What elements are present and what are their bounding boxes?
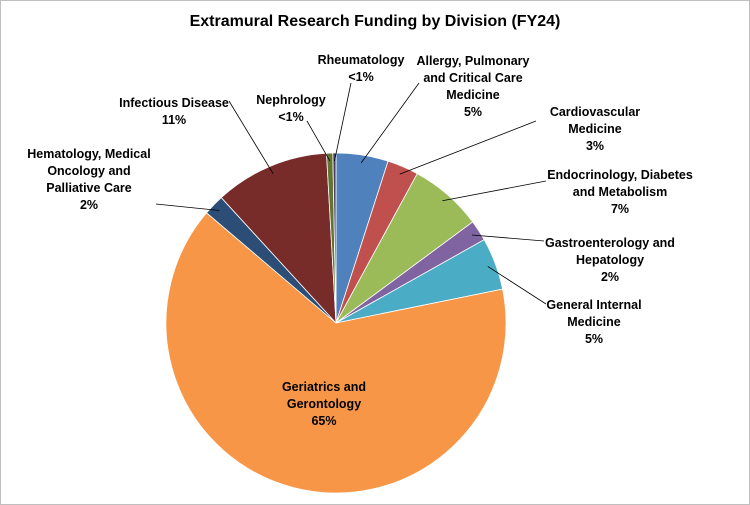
leader-line [334, 82, 352, 162]
value-label: 2% [79, 198, 99, 212]
value-label: 11% [161, 113, 187, 127]
category-label: Endocrinology, Diabetes and Metabolism [547, 168, 693, 199]
category-label: Infectious Disease [119, 96, 229, 110]
leader-line [471, 234, 545, 242]
leader-line [228, 100, 274, 174]
category-label: Nephrology [256, 93, 326, 107]
data-label: Cardiovascular Medicine 3% [540, 104, 650, 155]
pie-slice [165, 212, 507, 494]
leader-line [155, 203, 220, 211]
category-label: Rheumatology [317, 53, 405, 67]
value-label: <1% [348, 70, 374, 84]
category-label: Gastroenterology and Hepatology [545, 236, 675, 267]
data-label: Endocrinology, Diabetes and Metabolism 7% [538, 167, 703, 218]
chart-title: Extramural Research Funding by Division … [189, 13, 561, 30]
data-label: General Internal Medicine 5% [537, 297, 652, 348]
category-label: Geriatrics and Gerontology [281, 380, 367, 411]
data-label: Rheumatology <1% [311, 52, 411, 86]
value-label: 3% [585, 139, 605, 153]
leader-line [306, 120, 331, 162]
value-label: <1% [278, 110, 304, 124]
data-label: Gastroenterology and Hepatology 2% [535, 235, 685, 286]
value-label: 65% [311, 414, 337, 428]
data-label: Nephrology <1% [246, 92, 336, 126]
leader-line [360, 82, 420, 164]
data-label: Infectious Disease 11% [104, 95, 244, 129]
category-label: Allergy, Pulmonary and Critical Care Med… [416, 54, 530, 102]
value-label: 2% [600, 270, 620, 284]
value-label: 5% [584, 332, 604, 346]
data-label: Geriatrics and Gerontology 65% [272, 379, 377, 430]
category-label: Hematology, Medical Oncology and Palliat… [27, 147, 151, 195]
value-label: 5% [463, 105, 483, 119]
leader-line [442, 180, 547, 202]
leader-line [487, 266, 547, 305]
category-label: General Internal Medicine [546, 298, 642, 329]
data-label: Allergy, Pulmonary and Critical Care Med… [409, 53, 537, 121]
category-label: Cardiovascular Medicine [549, 105, 641, 136]
value-label: 7% [610, 202, 630, 216]
pie-slice [220, 152, 337, 325]
data-label: Hematology, Medical Oncology and Palliat… [24, 146, 154, 214]
leader-line [399, 120, 537, 175]
